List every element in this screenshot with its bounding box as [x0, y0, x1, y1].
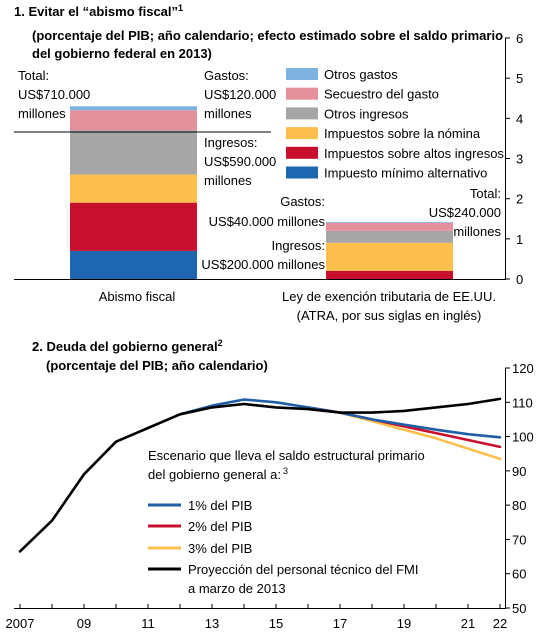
legend-swatch: [286, 166, 318, 179]
panel1-title: 1. Evitar el “abismo fiscal”1: [14, 3, 183, 19]
bar-segment: [70, 174, 197, 203]
bar1-total-label: Total:: [18, 68, 49, 83]
panel2-x-tick-label: 15: [269, 616, 283, 631]
legend-label: Proyección del personal técnico del FMI: [188, 562, 419, 577]
panel2-x-tick-label: 21: [461, 616, 475, 631]
bar1-gastos-value: US$120.000: [204, 87, 276, 102]
panel2-y-tick-label: 70: [512, 532, 526, 547]
bar-segment: [326, 222, 453, 231]
panel1-y-tick-label: 3: [516, 152, 523, 167]
panel1-subtitle-1: (porcentaje del PIB; año calendario; efe…: [32, 28, 503, 43]
legend-swatch: [286, 68, 318, 80]
bar-segment: [70, 130, 197, 175]
bar1-ingresos-value: US$590.000: [204, 154, 276, 169]
bar1-annotations: Total: US$710.000 millones Gastos: US$12…: [18, 68, 276, 188]
panel2-legend-items: 1% del PIB 2% del PIB 3% del PIB Proyección…: [148, 498, 419, 596]
bar-segment: [326, 242, 453, 271]
panel2-x-tick-label: 09: [77, 616, 91, 631]
panel1-legend: Otros gastos Secuestro del gasto Otros ing…: [286, 67, 504, 181]
bar2-ingresos-value: US$200.000 millones: [201, 257, 325, 272]
legend-label: Otros ingresos: [324, 106, 409, 121]
legend-swatch: [286, 87, 318, 100]
legend-label-cont: a marzo de 2013: [188, 581, 286, 596]
panel2-x-tick-label: 17: [333, 616, 347, 631]
panel2-legend: Escenario que lleva el saldo estructural…: [148, 448, 425, 596]
legend-swatch: [286, 146, 318, 159]
panel2-y-tick-label: 60: [512, 567, 526, 582]
legend-label: Impuestos sobre la nómina: [324, 126, 481, 141]
legend-swatch: [286, 127, 318, 140]
panel2-x-tick-label: 22: [493, 616, 507, 631]
panel2-y-tick-label: 50: [512, 601, 526, 616]
panel1-y-ticks: 0 1 2 3 4 5 6: [505, 31, 523, 287]
bar1-gastos-label: Gastos:: [204, 68, 249, 83]
bar-segment: [326, 230, 453, 243]
category-label-1: Abismo fiscal: [99, 289, 176, 304]
legend-title-1: Escenario que lleva el saldo estructural…: [148, 448, 425, 463]
bar1-total-unit: millones: [18, 106, 66, 121]
panel2-x-tick-label: 11: [141, 616, 155, 631]
bar1-ingresos-label: Ingresos:: [204, 135, 257, 150]
bar2-gastos-label: Gastos:: [280, 194, 325, 209]
legend-label: 1% del PIB: [188, 498, 252, 513]
panel2-x-ticks: 2007 09 11 13 15 17 19 21 22: [6, 604, 507, 631]
legend-label: 3% del PIB: [188, 541, 252, 556]
panel2-y-tick-label: 110: [512, 395, 533, 410]
bar-segment: [70, 202, 197, 251]
panel2-lines: [18, 397, 502, 553]
bar2-total-unit: millones: [453, 224, 501, 239]
panel2-x-tick-label: 19: [397, 616, 411, 631]
bar-segment: [70, 110, 197, 131]
bar-segment: [70, 250, 197, 279]
legend-label: Impuesto mínimo alternativo: [324, 166, 487, 181]
legend-label: Impuestos sobre altos ingresos: [324, 146, 504, 161]
bar-segment: [326, 221, 453, 223]
panel2-y-tick-label: 80: [512, 498, 526, 513]
bar2-total-value: US$240.000: [429, 205, 501, 220]
bar1-total-value: US$710.000: [18, 87, 90, 102]
panel2-subtitle: (porcentaje del PIB; año calendario): [46, 358, 268, 373]
legend-label: Otros gastos: [324, 67, 398, 82]
bar1-gastos-unit: millones: [204, 106, 252, 121]
panel1-bars: [70, 106, 453, 279]
panel1-y-tick-label: 5: [516, 71, 523, 86]
panel-1: 1. Evitar el “abismo fiscal”1 (porcentaj…: [14, 3, 523, 323]
panel1-y-tick-label: 2: [516, 192, 523, 207]
panel2-y-ticks: 50 60 70 80 90 100 110 120: [505, 361, 534, 616]
legend-swatch: [286, 107, 318, 120]
category-sublabel-2: (ATRA, por sus siglas en inglés): [297, 308, 482, 323]
legend-label: Secuestro del gasto: [324, 87, 439, 102]
bar1-ingresos-unit: millones: [204, 173, 252, 188]
panel-2: 2. Deuda del gobierno general2 (porcenta…: [6, 338, 534, 631]
legend-label: 2% del PIB: [188, 519, 252, 534]
bar-segment: [70, 106, 197, 111]
bar2-ingresos-label: Ingresos:: [272, 238, 325, 253]
legend-title-2: del gobierno general a: 3: [148, 466, 288, 482]
panel1-subtitle-2: del gobierno federal en 2013): [32, 46, 212, 61]
bar-segment: [326, 270, 453, 279]
panel2-x-tick-label: 2007: [6, 616, 35, 631]
panel1-y-tick-label: 6: [516, 31, 523, 46]
series-line: [18, 397, 502, 553]
panel2-y-tick-label: 120: [512, 361, 534, 376]
bar2-annotations: Gastos: US$40.000 millones Ingresos: US$…: [201, 186, 501, 272]
panel1-y-tick-label: 4: [516, 111, 523, 126]
panel2-x-tick-label: 13: [205, 616, 219, 631]
panel2-y-tick-label: 90: [512, 464, 526, 479]
bar2-gastos-value: US$40.000 millones: [209, 214, 326, 229]
bar2-total-label: Total:: [470, 186, 501, 201]
panel1-y-tick-label: 0: [516, 272, 523, 287]
panel2-title: 2. Deuda del gobierno general2: [32, 338, 223, 354]
panel1-y-tick-label: 1: [516, 232, 523, 247]
panel2-y-tick-label: 100: [512, 430, 534, 445]
category-label-2: Ley de exención tributaria de EE.UU.: [282, 289, 496, 304]
